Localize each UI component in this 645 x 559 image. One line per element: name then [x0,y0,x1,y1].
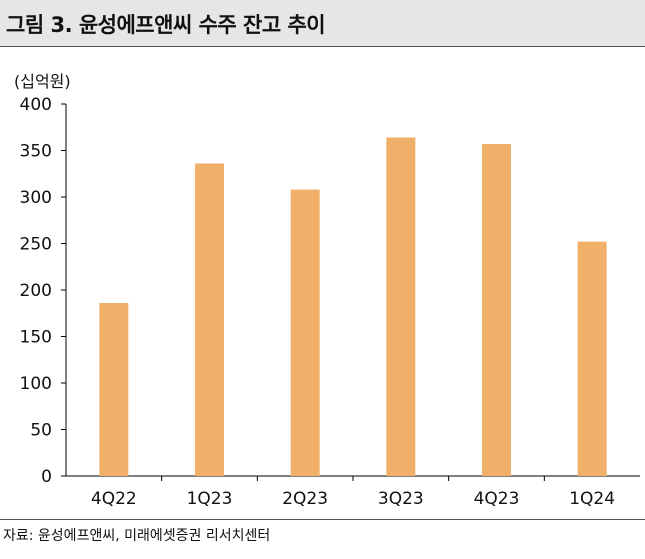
y-tick-label: 0 [41,467,52,487]
bar-4q22 [99,303,129,476]
x-tick-label: 1Q24 [569,489,615,509]
x-tick-label: 2Q23 [282,489,328,509]
source-divider [0,519,645,520]
x-tick-label: 4Q23 [474,489,520,509]
y-tick-label: 50 [30,421,52,441]
bar-chart: 0 50 100 150 200 250 300 350 400 4Q22 1Q23 2Q23 3Q23… [20,95,640,509]
x-tick-label: 3Q23 [378,489,424,509]
x-tick-label: 1Q23 [187,489,233,509]
y-tick-label: 100 [20,374,52,394]
y-tick-label: 200 [20,281,52,301]
bar-4q23 [482,143,511,477]
y-tick-label: 350 [20,142,52,162]
source-note: 자료: 윤성에프앤씨, 미래에셋증권 리서치센터 [3,528,271,544]
y-tick-label: 250 [20,235,52,255]
y-axis-unit-label: (십억원) [14,72,71,91]
bar-1q23 [195,163,224,476]
bar-2q23 [290,189,320,476]
y-tick-label: 300 [20,188,52,208]
y-tick-label: 400 [20,95,52,115]
bar-1q24 [577,241,607,476]
title-bar: 그림 3. 윤성에프앤씨 수주 잔고 추이 [0,0,645,47]
chart-title: 그림 3. 윤성에프앤씨 수주 잔고 추이 [6,13,326,37]
y-tick-label: 150 [20,328,52,348]
bar-3q23 [386,137,416,477]
x-tick-label: 4Q22 [91,489,137,509]
